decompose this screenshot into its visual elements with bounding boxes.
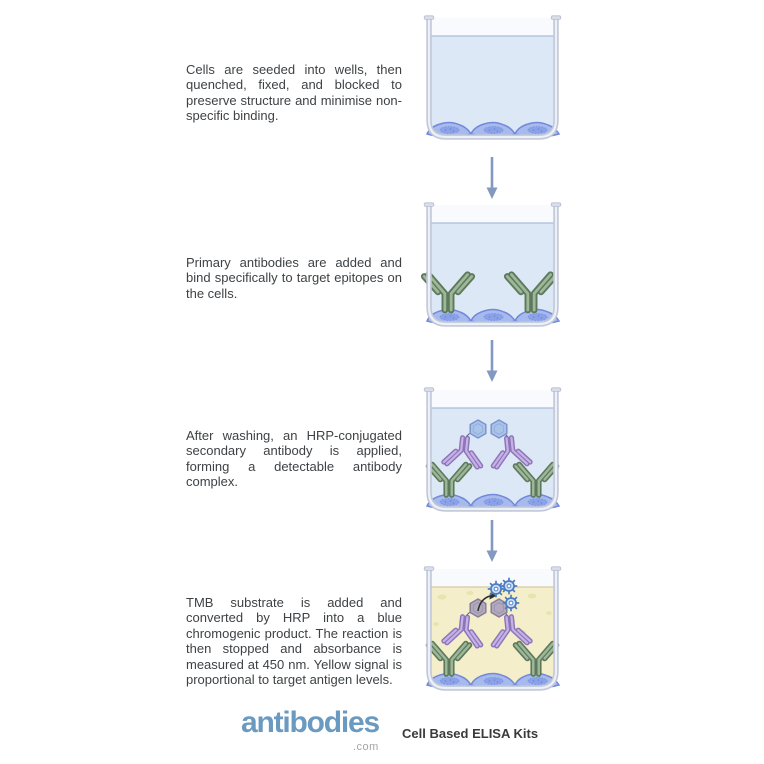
hrp-enzyme-icon xyxy=(491,420,507,438)
well-rim-right xyxy=(550,15,562,20)
well-rim-left xyxy=(423,15,435,20)
tmb-product-icon xyxy=(487,580,505,598)
down-arrow-icon xyxy=(485,519,499,564)
hrp-enzyme-icon xyxy=(491,599,507,617)
step-4-description: TMB substrate is added and converted by … xyxy=(186,595,402,688)
down-arrow-icon xyxy=(485,156,499,201)
tmb-product-icon xyxy=(502,594,520,612)
well-wall-highlight xyxy=(427,204,558,326)
brand-wordmark: antibodies xyxy=(241,706,380,739)
well-illustration-step-2 xyxy=(423,202,562,327)
step-3-description: After washing, an HRP-conjugated seconda… xyxy=(186,428,402,490)
well-illustration-step-1 xyxy=(423,15,562,140)
well-headspace xyxy=(429,18,556,36)
well-liquid-blue xyxy=(429,408,556,509)
well-liquid-yellow xyxy=(429,587,556,688)
well-rim-right xyxy=(550,202,562,207)
well-illustration-step-4 xyxy=(423,566,562,691)
step-1-description: Cells are seeded into wells, then quench… xyxy=(186,62,402,124)
well-rim-right xyxy=(550,387,562,392)
well-wall-highlight xyxy=(427,389,558,511)
well-headspace xyxy=(429,390,556,408)
hrp-enzyme-icon xyxy=(470,420,486,438)
well-liquid-blue xyxy=(429,223,556,324)
well-liquid-blue xyxy=(429,36,556,137)
well-wall-highlight xyxy=(427,568,558,690)
well-rim-right xyxy=(550,566,562,571)
step-2-description: Primary antibodies are added and bind sp… xyxy=(186,255,402,301)
well-rim-left xyxy=(423,202,435,207)
kit-label: Cell Based ELISA Kits xyxy=(402,726,539,741)
well-rim-left xyxy=(423,387,435,392)
brand-domain: .com xyxy=(353,741,379,753)
tmb-product-icon xyxy=(500,577,518,595)
well-wall-highlight xyxy=(427,17,558,139)
reaction-arrow-icon xyxy=(477,595,491,612)
well-headspace xyxy=(429,569,556,587)
well-rim-left xyxy=(423,566,435,571)
well-headspace xyxy=(429,205,556,223)
down-arrow-icon xyxy=(485,339,499,384)
well-illustration-step-3 xyxy=(423,387,562,512)
